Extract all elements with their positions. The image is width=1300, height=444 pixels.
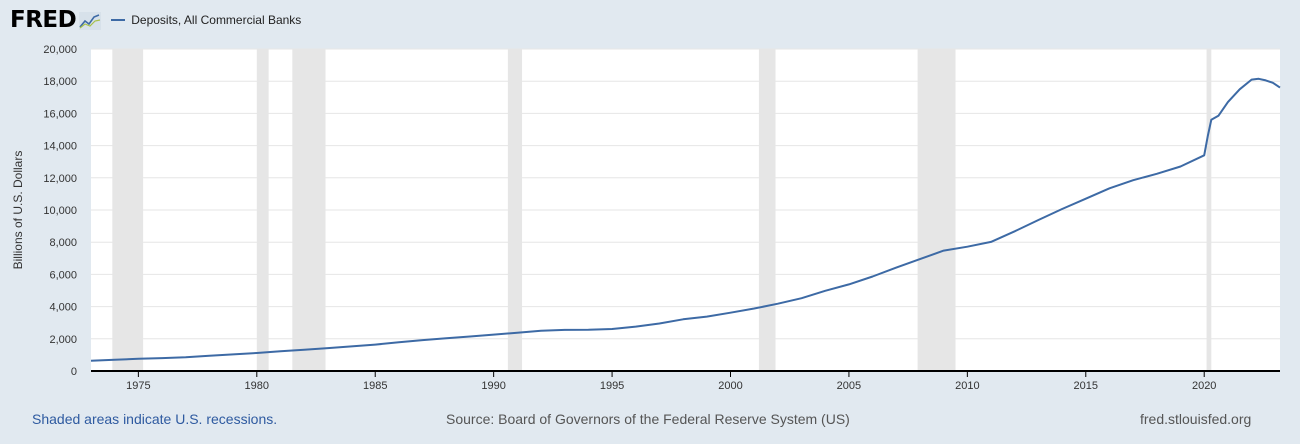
x-tick-label: 2010 — [955, 380, 979, 392]
x-tick-label: 2015 — [1074, 380, 1098, 392]
trend-chart-icon — [79, 12, 102, 30]
x-tick-label: 1975 — [126, 380, 150, 392]
x-axis-ticks: 1975 1980 1985 1990 1995 2000 2005 2010 2015 2020 — [126, 371, 1216, 392]
recession-note: Shaded areas indicate U.S. recessions. — [32, 411, 278, 427]
fred-logo[interactable]: FRED — [10, 7, 77, 33]
x-tick-label: 2005 — [837, 380, 861, 392]
legend-swatch — [111, 19, 126, 21]
x-tick-label: 1995 — [600, 380, 624, 392]
source-note: Source: Board of Governors of the Federa… — [446, 411, 850, 427]
site-link[interactable]: fred.stlouisfed.org — [1140, 411, 1252, 427]
y-tick-label: 8,000 — [49, 237, 77, 249]
x-tick-label: 2000 — [718, 380, 742, 392]
y-tick-label: 16,000 — [43, 108, 77, 120]
y-tick-label: 4,000 — [49, 302, 77, 314]
x-tick-label: 1985 — [363, 380, 387, 392]
series-line[interactable] — [90, 77, 1281, 362]
y-tick-label: 10,000 — [43, 205, 77, 217]
legend-label: Deposits, All Commercial Banks — [131, 13, 302, 27]
y-tick-label: 2,000 — [49, 334, 77, 346]
y-tick-label: 0 — [71, 366, 77, 378]
x-tick-label: 1990 — [481, 380, 505, 392]
y-tick-label: 14,000 — [43, 141, 77, 153]
chart-header: FRED Deposits, All Commercial Banks — [10, 6, 301, 34]
y-tick-label: 12,000 — [43, 173, 77, 185]
line-chart[interactable]: 0 2,000 4,000 6,000 8,000 10,000 12,000 14,000 1… — [0, 0, 1300, 400]
y-axis-label: Billions of U.S. Dollars — [11, 151, 25, 270]
y-tick-label: 6,000 — [49, 269, 77, 281]
x-tick-label: 2020 — [1192, 380, 1216, 392]
y-axis-ticks: 0 2,000 4,000 6,000 8,000 10,000 12,000 14,000 1… — [43, 44, 77, 378]
legend: Deposits, All Commercial Banks — [111, 13, 301, 27]
gridlines — [91, 48, 1280, 340]
x-tick-label: 1980 — [245, 380, 269, 392]
y-tick-label: 20,000 — [43, 44, 77, 56]
y-tick-label: 18,000 — [43, 76, 77, 88]
